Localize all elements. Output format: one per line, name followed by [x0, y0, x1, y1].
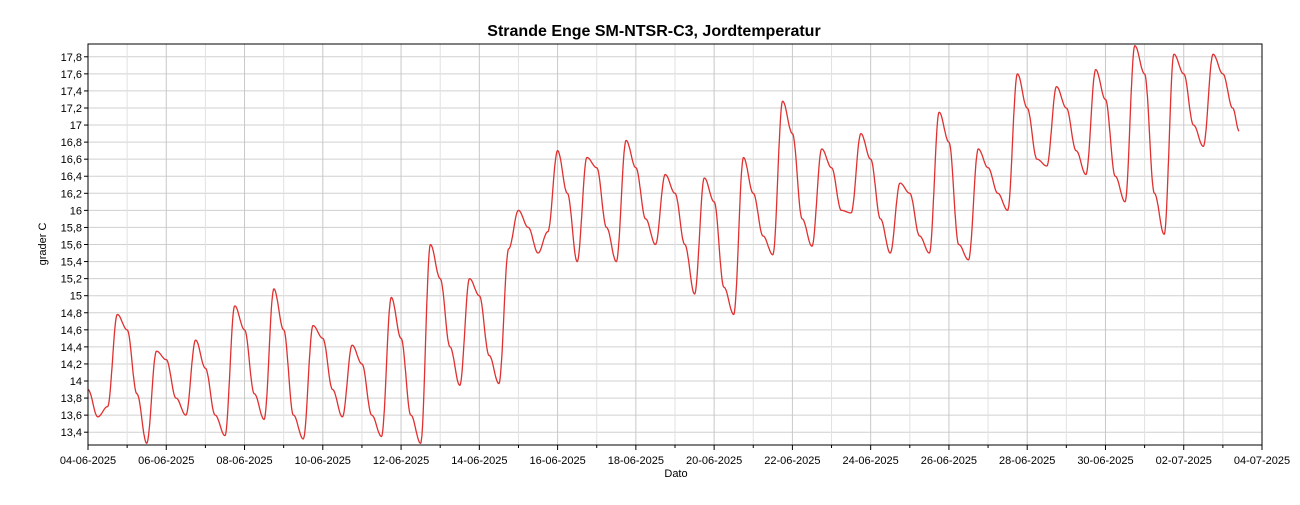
temperature-series-line [87, 45, 1240, 444]
y-tick-label: 13,6 [61, 410, 82, 422]
x-tick-label: 28-06-2025 [999, 455, 1055, 467]
y-tick-label: 16 [70, 205, 82, 217]
plot-area-frame [87, 43, 1263, 446]
x-tick-label: 04-07-2025 [1234, 455, 1290, 467]
x-tick-label: 22-06-2025 [764, 455, 820, 467]
y-tick-label: 16,2 [61, 188, 82, 200]
y-tick-label: 14,2 [61, 359, 82, 371]
y-tick-label: 15,8 [61, 222, 82, 234]
x-tick-label: 20-06-2025 [686, 455, 742, 467]
y-tick-label: 16,8 [61, 137, 82, 149]
y-tick-label: 16,4 [61, 171, 82, 183]
y-tick-label: 14,4 [61, 342, 82, 354]
x-tick-label: 26-06-2025 [921, 455, 977, 467]
y-tick-label: 15,6 [61, 240, 82, 252]
axis-ticks: 13,4 13,6 13,8 14 14,2 14,4 14,6 14,8 15 15,2 15,4… [60, 52, 1290, 467]
y-tick-label: 14,8 [61, 308, 82, 320]
chart-title: Strande Enge SM-NTSR-C3, Jordtemperatur [487, 23, 820, 40]
y-tick-label: 17,8 [61, 52, 82, 64]
x-tick-label: 24-06-2025 [843, 455, 899, 467]
y-tick-label: 17,4 [61, 86, 82, 98]
x-tick-label: 18-06-2025 [608, 455, 664, 467]
y-tick-label: 17,6 [61, 69, 82, 81]
y-tick-label: 17 [70, 120, 82, 132]
x-tick-label: 02-07-2025 [1156, 455, 1212, 467]
x-tick-label: 12-06-2025 [373, 455, 429, 467]
y-tick-label: 14,6 [61, 325, 82, 337]
y-axis-label: grader C [37, 223, 49, 266]
x-axis-label: Dato [664, 468, 687, 480]
x-tick-label: 06-06-2025 [138, 455, 194, 467]
x-tick-label: 10-06-2025 [295, 455, 351, 467]
y-tick-label: 13,4 [61, 427, 82, 439]
x-tick-label: 14-06-2025 [451, 455, 507, 467]
series-layer [87, 45, 1240, 444]
x-tick-label: 04-06-2025 [60, 455, 116, 467]
y-tick-label: 14 [70, 376, 82, 388]
y-tick-label: 15,2 [61, 274, 82, 286]
y-tick-label: 15,4 [61, 257, 82, 269]
x-tick-label: 30-06-2025 [1077, 455, 1133, 467]
y-tick-label: 17,2 [61, 103, 82, 115]
y-tick-label: 15 [70, 291, 82, 303]
y-tick-label: 16,6 [61, 154, 82, 166]
y-tick-label: 13,8 [61, 393, 82, 405]
x-tick-label: 16-06-2025 [529, 455, 585, 467]
x-tick-label: 08-06-2025 [216, 455, 272, 467]
